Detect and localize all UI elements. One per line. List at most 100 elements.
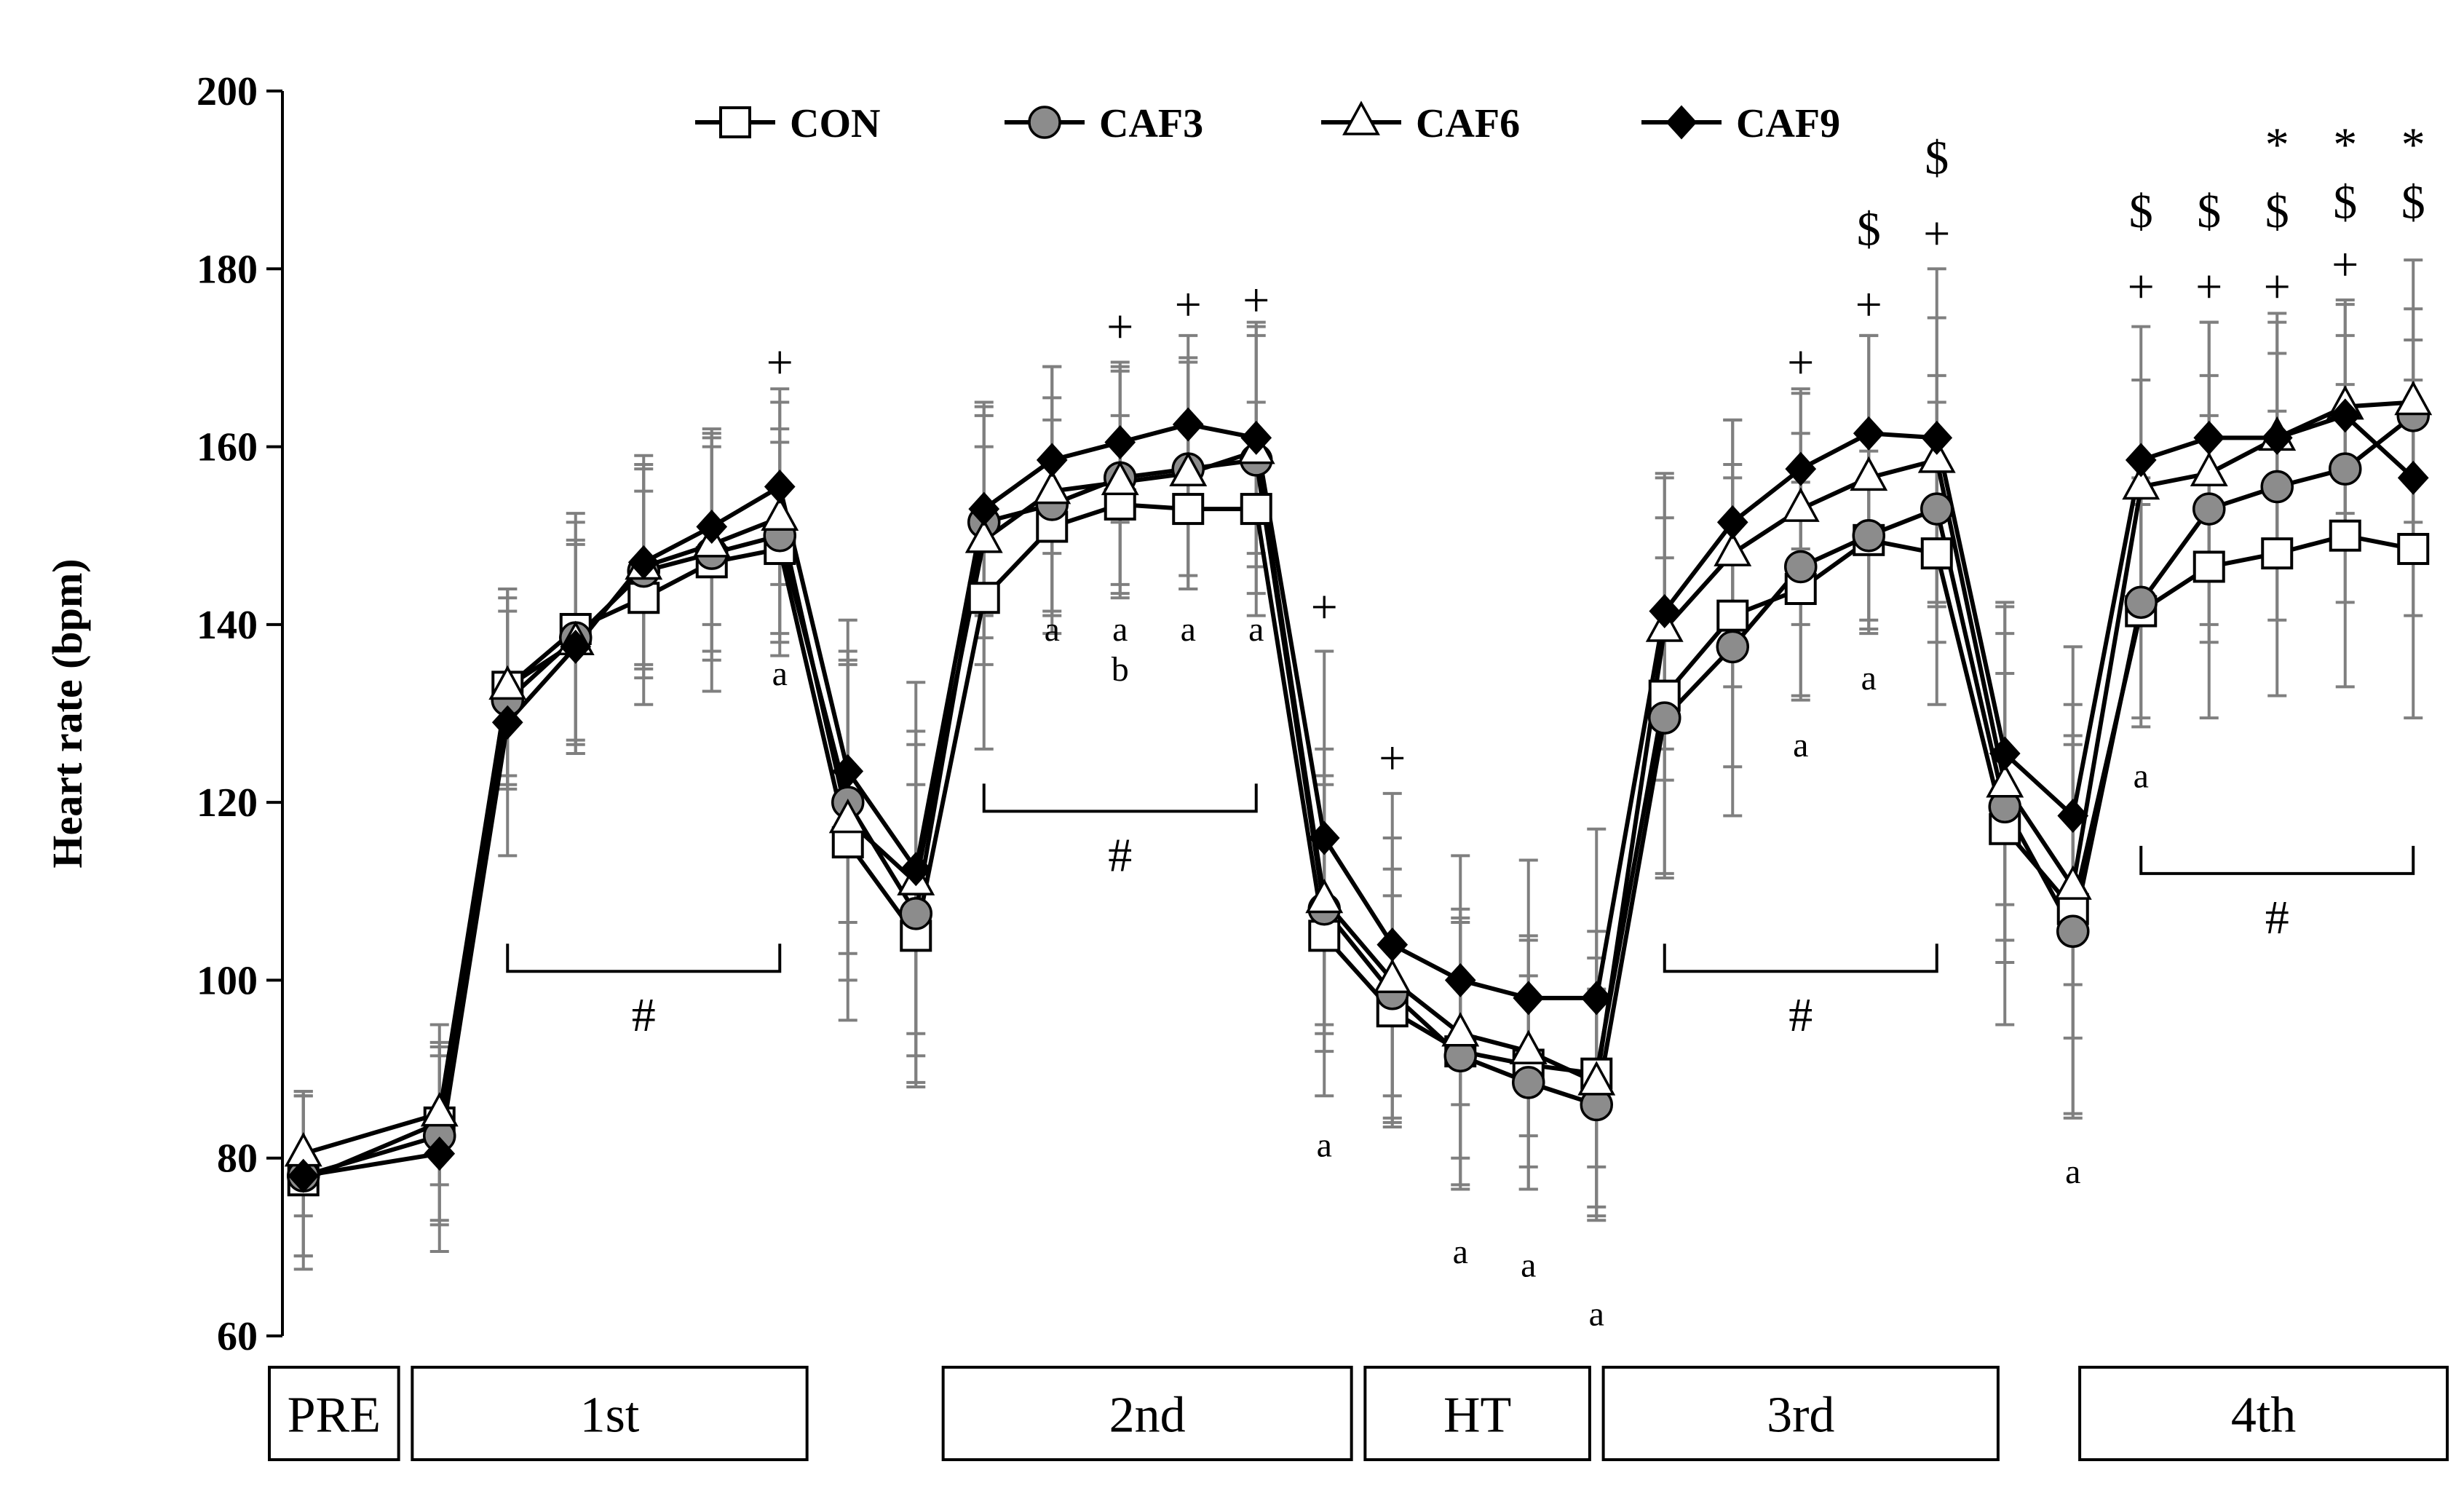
data-point: [1577, 1061, 1616, 1096]
phase-boxes: PRE 1st 2nd HT 3rd 4th: [268, 1366, 2449, 1461]
data-point: [2124, 585, 2158, 620]
data-point: [1580, 981, 1612, 1016]
annotation-label: a: [1045, 610, 1060, 649]
annotation-label: $: [1925, 132, 1949, 185]
data-point: [1342, 100, 1380, 135]
data-point: [1920, 537, 1953, 570]
data-point: [1781, 487, 1820, 522]
data-point: [1509, 1029, 1548, 1064]
annotation-label: +: [2195, 261, 2222, 314]
data-point: [1716, 505, 1748, 539]
data-point: [1028, 106, 1061, 139]
data-point: [2397, 533, 2430, 566]
data-point: [627, 545, 659, 580]
y-tick-label: 160: [197, 425, 258, 470]
legend-label: CAF6: [1416, 101, 1520, 146]
annotation-label: +: [1855, 278, 1882, 331]
legend-label: CON: [790, 101, 880, 146]
data-point: [1920, 492, 1954, 526]
data-point: [1852, 518, 1885, 553]
annotation-label: a: [1589, 1294, 1604, 1333]
series-line-caf6: [302, 400, 2414, 1156]
data-point: [2261, 537, 2294, 570]
annotation-label: $: [1857, 202, 1881, 256]
data-point: [719, 106, 751, 138]
data-point: [1512, 1066, 1545, 1099]
y-axis-label: Heart rate (bpm): [44, 558, 91, 868]
annotation-label: a: [772, 654, 788, 693]
bracket-label: #: [1788, 989, 1813, 1042]
data-point: [1989, 736, 2021, 771]
data-point: [899, 897, 932, 930]
data-point: [2056, 914, 2090, 948]
annotation-label: $: [2265, 185, 2289, 238]
data-point: [2329, 519, 2361, 552]
phase-label: 3rd: [1767, 1388, 1834, 1444]
error-bars: [293, 258, 2423, 1271]
annotation-label: +: [1243, 274, 1269, 327]
axes: 60 80 100 120 140 160 180 200 Heart rate (bpm): [44, 69, 284, 1359]
data-point: [2192, 550, 2225, 583]
annotation-label: +: [2332, 238, 2358, 291]
data-point: [1784, 550, 1818, 584]
data-point: [2394, 380, 2433, 416]
data-point: [1101, 460, 1139, 496]
y-tick-label: 100: [197, 958, 258, 1003]
significance-bracket: [2139, 845, 2415, 875]
phase-box: [411, 1366, 809, 1461]
phase-label: 1st: [580, 1388, 640, 1444]
annotation-label: *: [2401, 118, 2425, 171]
data-point: [2397, 460, 2429, 495]
annotation-label: a: [1181, 610, 1196, 649]
annotation-label: a: [1453, 1233, 1468, 1271]
data-point: [828, 798, 867, 834]
annotation-label: a: [1521, 1246, 1536, 1284]
data-point: [1921, 420, 1953, 455]
data-point: [832, 754, 864, 788]
data-point: [1240, 420, 1272, 455]
legend: CON CAF3 CAF6 CAF9: [695, 100, 1840, 146]
data-point: [1240, 493, 1272, 526]
significance-bracket: [1663, 944, 1938, 973]
y-tick-label: 140: [197, 603, 258, 648]
data-point: [1665, 105, 1698, 140]
y-tick-label: 60: [217, 1314, 258, 1359]
phase-label: PRE: [288, 1388, 381, 1444]
annotation-label: +: [1311, 580, 1338, 633]
data-point: [1785, 451, 1817, 486]
data-point: [1853, 416, 1885, 451]
annotation-label: +: [1106, 301, 1133, 354]
phase-box: [941, 1366, 1353, 1461]
annotation-label: +: [1175, 278, 1202, 331]
annotation-label: a: [1861, 659, 1877, 697]
data-point: [968, 491, 1000, 526]
annotation-label: a: [1112, 610, 1128, 649]
data-point: [1917, 438, 1956, 473]
data-point: [761, 496, 799, 531]
annotation-label: a: [2134, 757, 2149, 796]
annotation-label: +: [1787, 336, 1814, 389]
data-point: [1305, 878, 1344, 914]
y-tick-label: 80: [217, 1136, 258, 1182]
data-point: [1716, 599, 1749, 632]
data-point: [491, 705, 523, 740]
data-point: [2190, 451, 2228, 486]
legend-label: CAF3: [1099, 101, 1203, 146]
significance-bracket: [506, 944, 782, 973]
phase-label: 2nd: [1109, 1388, 1186, 1444]
data-point: [488, 665, 527, 700]
data-point: [1444, 962, 1476, 997]
annotation-label: $: [2333, 176, 2357, 229]
annotation-label: b: [1112, 650, 1129, 689]
data-point: [900, 852, 932, 887]
data-point: [1986, 763, 2024, 798]
series-line-con: [302, 502, 2414, 1183]
annotation-label: $: [2401, 176, 2425, 229]
bracket-label: #: [1108, 828, 1132, 882]
data-point: [2329, 398, 2361, 433]
annotation-label: $: [2197, 185, 2221, 238]
data-point: [2053, 865, 2092, 900]
data-point: [2329, 452, 2362, 486]
